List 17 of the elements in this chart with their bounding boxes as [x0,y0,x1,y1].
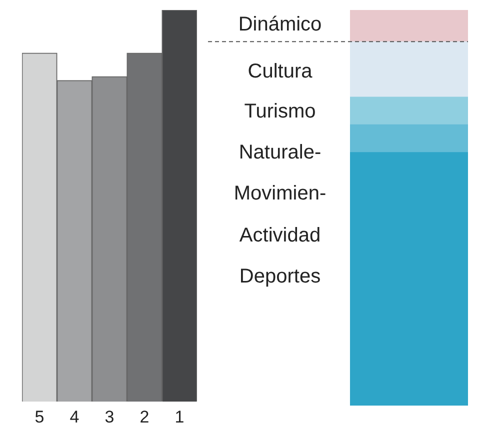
text: Movimien- [234,182,326,206]
text: Actividad [239,224,321,248]
x-tick-label: 2 [140,407,150,426]
x-tick-label: 5 [34,407,44,426]
bar [350,152,468,406]
bar [350,96,468,126]
text: Naturale- [238,142,322,164]
text: Deportes [239,266,321,288]
text: Cultura [248,60,312,84]
text: Turismo [244,100,316,124]
x-tick-label: 3 [104,407,114,426]
bar [350,41,468,98]
bar [350,124,468,153]
bar [350,10,468,42]
x-tick-label: 4 [70,407,80,426]
x-tick-label: 1 [174,407,184,426]
text: Dinámico [238,14,322,36]
